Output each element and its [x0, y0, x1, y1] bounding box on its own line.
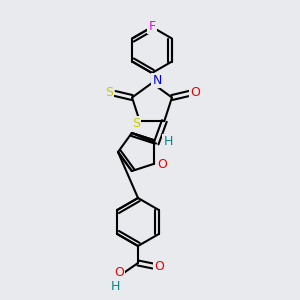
Text: S: S — [132, 118, 140, 130]
Text: O: O — [157, 158, 167, 171]
Text: O: O — [114, 266, 124, 280]
Text: N: N — [152, 74, 162, 86]
Text: H: H — [164, 135, 173, 148]
Text: S: S — [105, 86, 113, 99]
Text: O: O — [154, 260, 164, 272]
Text: H: H — [110, 280, 120, 292]
Text: O: O — [190, 86, 200, 99]
Text: F: F — [148, 20, 156, 32]
